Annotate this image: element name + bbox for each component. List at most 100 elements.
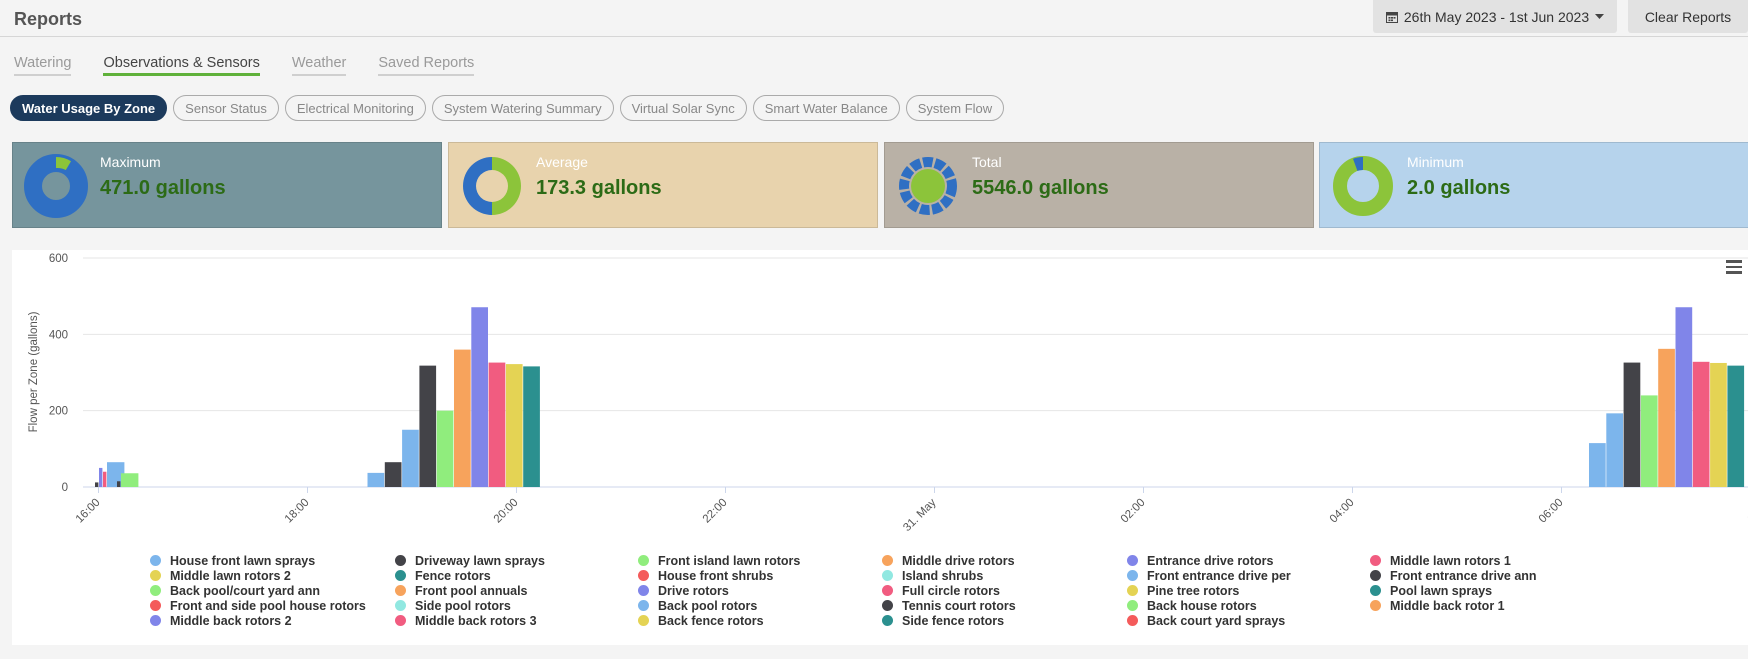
legend-marker	[1370, 600, 1381, 611]
legend-label: Middle back rotors 2	[170, 613, 292, 628]
maximum-value: 471.0 gallons	[100, 177, 226, 199]
legend-item[interactable]: House front lawn sprays	[150, 553, 395, 568]
legend-item[interactable]: Island shrubs	[882, 568, 1127, 583]
caret-down-icon	[1595, 13, 1605, 19]
legend-label: Front island lawn rotors	[658, 553, 801, 568]
legend-marker	[1127, 585, 1138, 596]
legend-marker	[1127, 570, 1138, 581]
average-donut-icon	[463, 157, 521, 215]
legend-label: Side fence rotors	[902, 613, 1005, 628]
legend-label: Back house rotors	[1147, 598, 1257, 613]
legend-marker	[395, 585, 406, 596]
legend-item[interactable]: Driveway lawn sprays	[395, 553, 638, 568]
maximum-card: Maximum 471.0 gallons	[12, 142, 442, 228]
minimum-card: Minimum 2.0 gallons	[1319, 142, 1748, 228]
date-range-button[interactable]: 26th May 2023 - 1st Jun 2023	[1373, 0, 1617, 33]
legend-item[interactable]: Tennis court rotors	[882, 598, 1127, 613]
legend-label: Pine tree rotors	[1147, 583, 1240, 598]
legend-label: Back fence rotors	[658, 613, 764, 628]
chart-legend: House front lawn sprays Driveway lawn spr…	[150, 553, 1740, 628]
minimum-label: Minimum	[1407, 154, 1464, 170]
pill-electrical-monitoring[interactable]: Electrical Monitoring	[284, 95, 426, 121]
legend-item[interactable]: Back court yard sprays	[1127, 613, 1370, 628]
legend-item[interactable]: Middle back rotor 1	[1370, 598, 1615, 613]
top-bar: Reports 26th May 2023 - 1st Jun 2023 Cle…	[0, 0, 1748, 37]
legend-item[interactable]: Entrance drive rotors	[1127, 553, 1370, 568]
legend-marker	[1127, 555, 1138, 566]
legend-item[interactable]: Front island lawn rotors	[638, 553, 882, 568]
legend-item[interactable]: Back pool/court yard ann	[150, 583, 395, 598]
tab-watering[interactable]: Watering	[14, 55, 72, 76]
legend-item[interactable]: Full circle rotors	[882, 583, 1127, 598]
legend-item[interactable]: Front entrance drive ann	[1370, 568, 1615, 583]
tab-observations-sensors[interactable]: Observations & Sensors	[103, 55, 260, 76]
legend-label: Front pool annuals	[415, 583, 528, 598]
legend-item[interactable]: Front entrance drive per	[1127, 568, 1370, 583]
legend-marker	[1370, 555, 1381, 566]
legend-item[interactable]: Back house rotors	[1127, 598, 1370, 613]
legend-item[interactable]: Front and side pool house rotors	[150, 598, 395, 613]
legend-item[interactable]: Back pool rotors	[638, 598, 882, 613]
legend-marker	[150, 615, 161, 626]
legend-marker	[882, 615, 893, 626]
legend-item[interactable]: Side fence rotors	[882, 613, 1127, 628]
legend-label: Back pool/court yard ann	[170, 583, 321, 598]
legend-label: Back pool rotors	[658, 598, 758, 613]
average-value: 173.3 gallons	[536, 177, 662, 199]
total-value: 5546.0 gallons	[972, 177, 1109, 199]
legend-item[interactable]: Middle drive rotors	[882, 553, 1127, 568]
legend-item[interactable]: Side pool rotors	[395, 598, 638, 613]
legend-label: Entrance drive rotors	[1147, 553, 1274, 568]
minimum-donut-icon	[1333, 156, 1393, 216]
legend-marker	[395, 570, 406, 581]
legend-label: Island shrubs	[902, 568, 984, 583]
total-label: Total	[972, 154, 1002, 170]
tab-saved-reports[interactable]: Saved Reports	[378, 55, 475, 76]
average-label: Average	[536, 154, 588, 170]
legend-marker	[882, 555, 893, 566]
pill-virtual-solar-sync[interactable]: Virtual Solar Sync	[619, 95, 747, 121]
legend-marker	[395, 600, 406, 611]
legend-label: Driveway lawn sprays	[415, 553, 545, 568]
legend-marker	[150, 585, 161, 596]
legend-item[interactable]: Middle lawn rotors 1	[1370, 553, 1615, 568]
calendar-icon	[1385, 11, 1398, 23]
legend-label: Front entrance drive ann	[1390, 568, 1537, 583]
legend-item[interactable]: House front shrubs	[638, 568, 882, 583]
chart-menu-icon[interactable]	[1726, 260, 1742, 274]
pill-sensor-status[interactable]: Sensor Status	[173, 95, 279, 121]
tab-weather[interactable]: Weather	[291, 55, 347, 76]
legend-item[interactable]: Front pool annuals	[395, 583, 638, 598]
legend-label: Middle back rotors 3	[415, 613, 537, 628]
maximum-donut-icon	[24, 154, 88, 218]
legend-item[interactable]: Fence rotors	[395, 568, 638, 583]
pill-water-usage-by-zone[interactable]: Water Usage By Zone	[10, 95, 168, 121]
legend-marker	[150, 555, 161, 566]
legend-marker	[638, 600, 649, 611]
legend-label: Middle back rotor 1	[1390, 598, 1505, 613]
legend-marker	[882, 570, 893, 581]
legend-label: Middle lawn rotors 1	[1390, 553, 1511, 568]
legend-marker	[882, 585, 893, 596]
legend-item[interactable]: Middle lawn rotors 2	[150, 568, 395, 583]
pill-system-watering-summary[interactable]: System Watering Summary	[431, 95, 614, 121]
legend-label: Front entrance drive per	[1147, 568, 1291, 583]
legend-label: Pool lawn sprays	[1390, 583, 1493, 598]
legend-marker	[1370, 570, 1381, 581]
legend-marker	[150, 600, 161, 611]
legend-item[interactable]: Middle back rotors 2	[150, 613, 395, 628]
legend-item[interactable]: Pine tree rotors	[1127, 583, 1370, 598]
average-card: Average 173.3 gallons	[448, 142, 878, 228]
legend-item[interactable]: Pool lawn sprays	[1370, 583, 1615, 598]
legend-marker	[638, 555, 649, 566]
legend-marker	[1127, 600, 1138, 611]
report-type-pills: Water Usage By Zone Sensor Status Electr…	[10, 95, 1005, 121]
clear-reports-button[interactable]: Clear Reports	[1628, 0, 1748, 33]
legend-item[interactable]: Back fence rotors	[638, 613, 882, 628]
legend-item[interactable]: Middle back rotors 3	[395, 613, 638, 628]
pill-system-flow[interactable]: System Flow	[905, 95, 1005, 121]
legend-label: Side pool rotors	[415, 598, 511, 613]
legend-label: Front and side pool house rotors	[170, 598, 366, 613]
legend-item[interactable]: Drive rotors	[638, 583, 882, 598]
pill-smart-water-balance[interactable]: Smart Water Balance	[752, 95, 900, 121]
